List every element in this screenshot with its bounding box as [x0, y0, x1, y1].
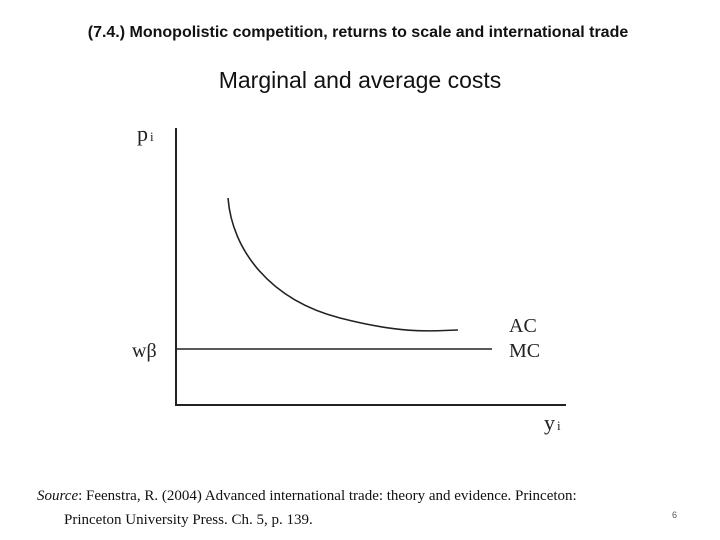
x-axis-label-main: y: [544, 410, 555, 435]
source-label: Source: [37, 488, 78, 504]
mc-label: MC: [509, 340, 540, 362]
level-label: wβ: [132, 340, 157, 362]
ac-curve: [227, 197, 459, 332]
x-axis-label-sub: i: [557, 418, 561, 433]
slide-subtitle: Marginal and average costs: [219, 67, 502, 93]
source-text: : Feenstra, R. (2004) Advanced internati…: [78, 488, 577, 504]
y-axis-label-main: p: [137, 121, 148, 146]
slide-title: (7.4.) Monopolistic competition, returns…: [88, 24, 629, 41]
ac-label: AC: [509, 315, 537, 337]
y-axis-label-sub: i: [150, 129, 154, 144]
page-number: 6: [672, 510, 677, 520]
source-line-2: Princeton University Press. Ch. 5, p. 13…: [64, 512, 313, 528]
diagram: [175, 128, 566, 406]
source-line: Source: Feenstra, R. (2004) Advanced int…: [37, 488, 577, 504]
